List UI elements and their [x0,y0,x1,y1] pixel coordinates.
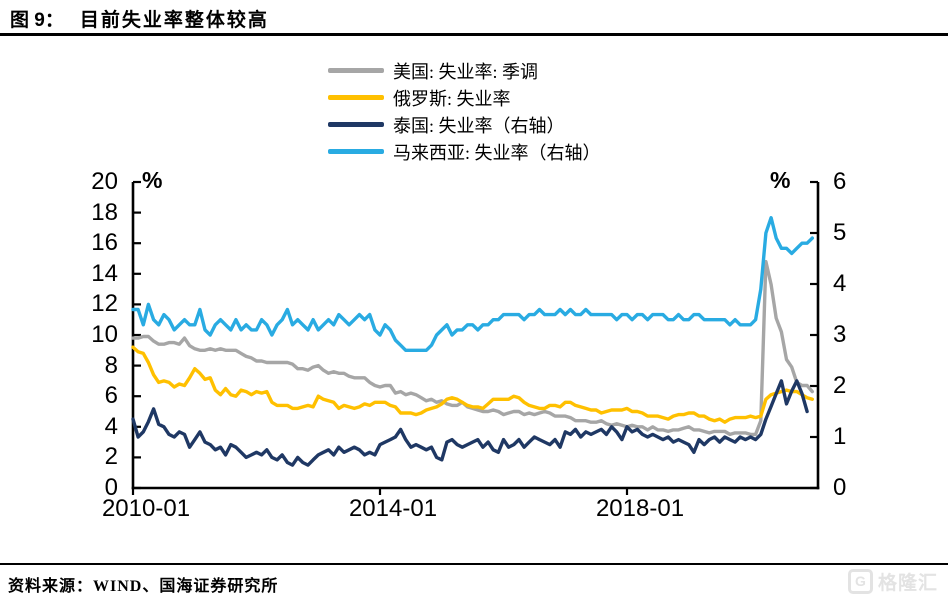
footer-divider [0,563,948,565]
figure-title-text: 目前失业率整体较高 [79,10,269,31]
data-source-note: 资料来源：WIND、国海证券研究所 [8,578,279,595]
legend-label: 美国: 失业率: 季调 [393,61,539,82]
right-axis-tick-label: 5 [833,219,847,246]
legend-swatch [328,149,384,154]
series-line [131,379,809,467]
left-axis-tick-label: 2 [104,443,118,471]
right-axis-tick-label: 3 [833,321,847,348]
figure-title: 图 9： 目前失业率整体较高 [10,5,269,32]
right-axis-tick-label: 4 [833,270,847,297]
left-axis-tick-label: 16 [91,229,118,257]
left-axis-tick-label: 14 [91,259,118,287]
legend-item: 泰国: 失业率（右轴） [328,111,601,138]
left-axis-tick-label: 18 [91,198,118,226]
legend-label: 泰国: 失业率（右轴） [393,115,565,136]
legend-item: 美国: 失业率: 季调 [328,57,601,84]
x-axis-tick-label: 2018-01 [595,495,685,522]
left-axis-tick-label: 4 [104,412,118,440]
left-axis-tick-label: 10 [91,321,118,348]
legend-item: 俄罗斯: 失业率 [328,84,601,111]
left-axis-tick-label: 8 [104,351,118,379]
figure-number: 图 9： [10,10,64,31]
gelonghui-g-icon: G [847,569,873,594]
legend-swatch [328,122,384,127]
right-axis-unit-label: % [770,167,791,193]
series-line [131,345,814,424]
legend-item: 马来西亚: 失业率（右轴） [328,138,601,165]
title-divider [0,33,948,36]
chart-legend: 美国: 失业率: 季调 俄罗斯: 失业率泰国: 失业率（右轴） 马来西亚: 失业率（… [328,57,601,165]
left-axis-tick-label: 0 [104,474,118,501]
legend-swatch [328,68,384,73]
left-axis-tick-label: 6 [104,382,118,410]
right-axis-tick-label: 2 [833,372,847,399]
left-axis-unit-label: % [142,167,163,193]
x-axis-tick-label: 2010-01 [101,495,191,522]
gelonghui-label: 格隆汇 [877,573,938,594]
right-axis-tick-label: 1 [833,423,847,450]
legend-label: 俄罗斯: 失业率 [393,88,511,109]
right-axis-tick-label: 0 [833,474,847,501]
series-line [131,215,814,352]
gelonghui-watermark: G 格隆汇 [847,568,938,595]
x-axis-tick-label: 2014-01 [348,495,438,522]
left-axis-tick-label: 20 [91,168,118,195]
left-axis-tick-label: 12 [91,290,118,318]
legend-label: 马来西亚: 失业率（右轴） [393,142,601,163]
right-axis-tick-label: 6 [833,168,847,195]
legend-swatch [328,95,384,100]
